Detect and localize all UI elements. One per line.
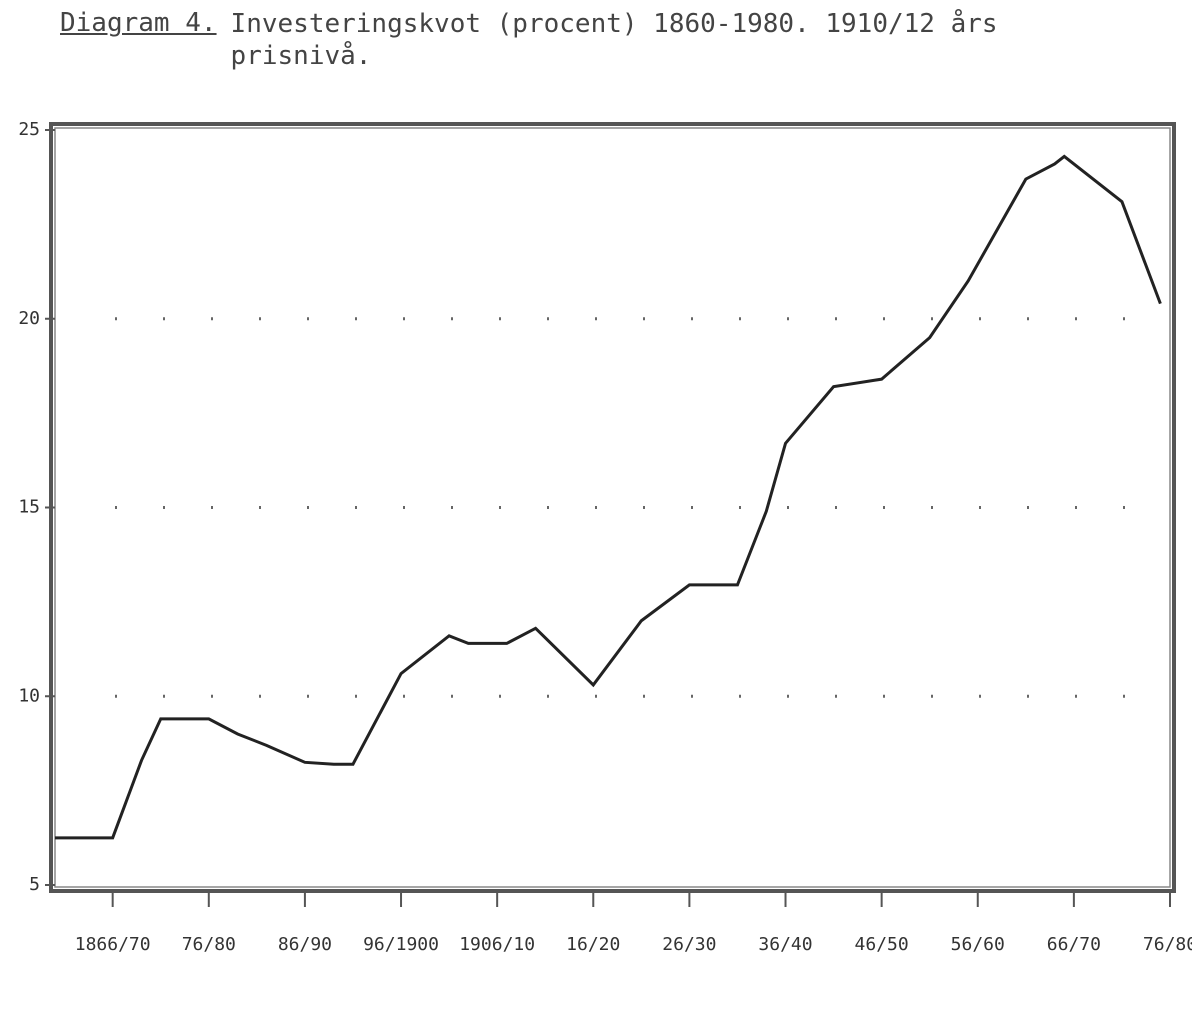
x-tick-label: 96/1900 bbox=[363, 934, 439, 955]
y-tick-label: 10 bbox=[18, 685, 40, 706]
x-tick-label: 1906/10 bbox=[459, 934, 535, 955]
x-tick-label: 26/30 bbox=[662, 934, 716, 955]
y-tick-label: 20 bbox=[18, 308, 40, 329]
x-tick-label: 36/40 bbox=[758, 934, 812, 955]
x-tick-label: 1866/70 bbox=[75, 934, 151, 955]
y-tick-label: 15 bbox=[18, 497, 40, 518]
chart-title: Diagram 4. bbox=[60, 8, 217, 38]
x-tick-label: 16/20 bbox=[566, 934, 620, 955]
x-tick-label: 86/90 bbox=[278, 934, 332, 955]
plot-frame bbox=[49, 122, 1176, 893]
x-tick-label: 56/60 bbox=[951, 934, 1005, 955]
chart-subtitle: Investeringskvot (procent) 1860-1980. 19… bbox=[230, 9, 998, 71]
x-tick-label: 66/70 bbox=[1047, 934, 1101, 955]
x-tick-label: 76/80 bbox=[182, 934, 236, 955]
x-tick-label: 46/50 bbox=[855, 934, 909, 955]
x-tick-label: 76/80 bbox=[1143, 934, 1192, 955]
y-tick-label: 25 bbox=[18, 119, 40, 140]
plot-frame-inner bbox=[54, 127, 1171, 888]
data-line bbox=[55, 154, 1162, 840]
header: Diagram 4. Investeringskvot (procent) 18… bbox=[60, 8, 1160, 72]
y-tick-label: 5 bbox=[29, 874, 40, 895]
